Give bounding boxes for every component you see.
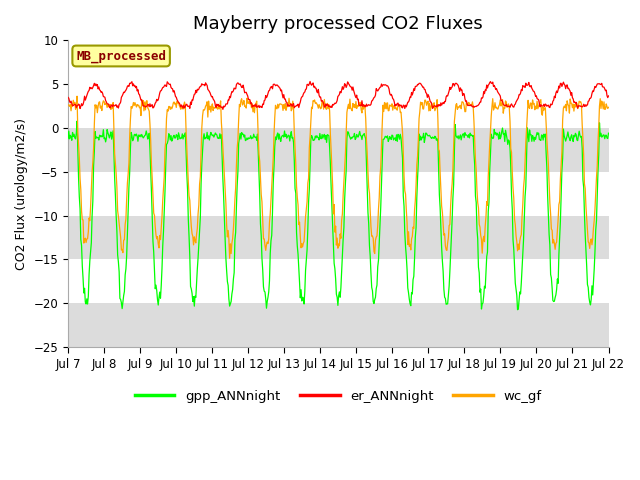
Title: Mayberry processed CO2 Fluxes: Mayberry processed CO2 Fluxes — [193, 15, 483, 33]
Bar — [68, 216, 609, 259]
Legend: gpp_ANNnight, er_ANNnight, wc_gf: gpp_ANNnight, er_ANNnight, wc_gf — [129, 384, 547, 408]
Y-axis label: CO2 Flux (urology/m2/s): CO2 Flux (urology/m2/s) — [15, 118, 28, 270]
Bar — [68, 128, 609, 172]
Bar — [68, 303, 609, 347]
Text: MB_processed: MB_processed — [76, 49, 166, 62]
